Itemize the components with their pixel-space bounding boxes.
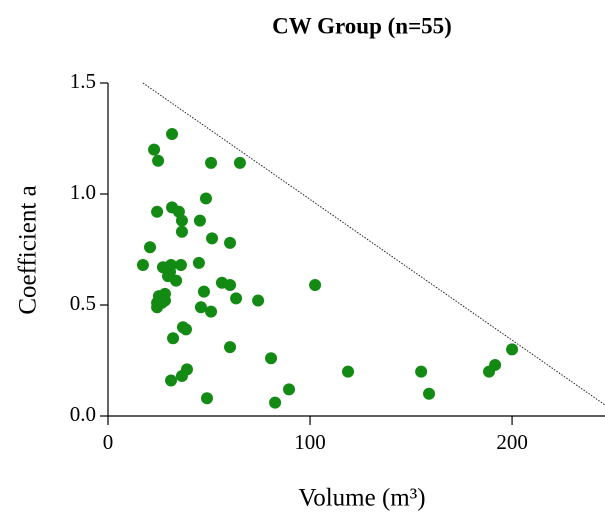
- data-point: [269, 396, 282, 409]
- data-point: [265, 352, 278, 365]
- data-point: [192, 256, 205, 269]
- data-point: [206, 232, 219, 245]
- data-point: [283, 383, 296, 396]
- data-point: [197, 285, 210, 298]
- data-point: [252, 294, 265, 307]
- data-point: [233, 156, 246, 169]
- data-point: [205, 305, 218, 318]
- data-point: [165, 374, 178, 387]
- data-point: [175, 370, 188, 383]
- data-point: [151, 205, 164, 218]
- data-point: [224, 236, 237, 249]
- data-point: [224, 279, 237, 292]
- x-tick-label: 100: [294, 430, 326, 454]
- y-tick-label: 0.5: [70, 291, 96, 315]
- y-axis-label: Coefficient a: [15, 185, 42, 314]
- data-point: [506, 343, 519, 356]
- data-point: [194, 301, 207, 314]
- data-point: [148, 143, 161, 156]
- data-point: [144, 241, 157, 254]
- data-point: [136, 259, 149, 272]
- data-point: [309, 279, 322, 292]
- data-point: [166, 128, 179, 141]
- x-tick-label: 0: [103, 430, 114, 454]
- data-point: [175, 214, 188, 227]
- y-tick-label: 0.0: [70, 402, 96, 426]
- data-point: [230, 292, 243, 305]
- data-point: [167, 332, 180, 345]
- data-point: [224, 341, 237, 354]
- x-tick-label: 200: [496, 430, 528, 454]
- data-point: [162, 263, 175, 276]
- y-tick-label: 1.5: [70, 69, 96, 93]
- chart-title: CW Group (n=55): [272, 13, 452, 38]
- data-point: [152, 154, 165, 167]
- data-point: [175, 225, 188, 238]
- data-point: [155, 296, 168, 309]
- y-tick-label: 1.0: [70, 180, 96, 204]
- data-point: [205, 156, 218, 169]
- data-point: [489, 358, 502, 371]
- x-axis-label: Volume (m³): [298, 485, 425, 512]
- data-point: [415, 365, 428, 378]
- data-point: [174, 259, 187, 272]
- data-point: [179, 323, 192, 336]
- data-point: [423, 387, 436, 400]
- data-point: [193, 214, 206, 227]
- data-point: [342, 365, 355, 378]
- data-point: [199, 192, 212, 205]
- data-point: [200, 392, 213, 405]
- reference-line: [142, 82, 605, 406]
